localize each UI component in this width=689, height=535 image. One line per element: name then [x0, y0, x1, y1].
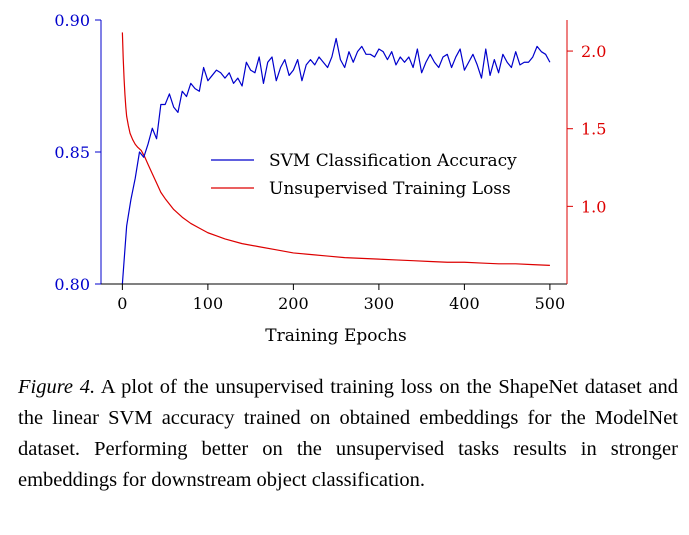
y-left-tick-label: 0.85: [54, 143, 90, 162]
x-axis-label: Training Epochs: [265, 326, 406, 346]
legend-accuracy-label: SVM Classification Accuracy: [269, 151, 517, 171]
legend: SVM Classification Accuracy Unsupervised …: [211, 151, 517, 199]
x-tick-label: 0: [117, 294, 127, 313]
x-tick-label: 200: [278, 294, 309, 313]
figure: 0.80 0.85 0.90 1.0 1.5 2.0 0 100 200 300 400 500 SV…: [54, 11, 606, 346]
caption-label: Figure 4.: [18, 376, 96, 398]
x-tick-label: 400: [449, 294, 480, 313]
loss-line: [121, 32, 550, 266]
y-left-tick-label: 0.80: [54, 275, 90, 294]
caption-text: A plot of the unsupervised training loss…: [18, 376, 678, 491]
y-right-tick-label: 1.5: [581, 120, 606, 139]
x-tick-label: 300: [364, 294, 395, 313]
y-right-tick-label: 1.0: [581, 197, 606, 216]
y-right-tick-label: 2.0: [581, 42, 606, 61]
legend-loss-label: Unsupervised Training Loss: [269, 179, 511, 199]
x-tick-label: 500: [535, 294, 566, 313]
figure-caption: Figure 4. A plot of the unsupervised tra…: [18, 372, 678, 496]
y-left-tick-label: 0.90: [54, 11, 90, 30]
accuracy-line: [121, 37, 551, 285]
chart: 0.80 0.85 0.90 1.0 1.5 2.0 0 100 200 300 400 500 SV…: [54, 11, 606, 346]
x-tick-label: 100: [193, 294, 224, 313]
